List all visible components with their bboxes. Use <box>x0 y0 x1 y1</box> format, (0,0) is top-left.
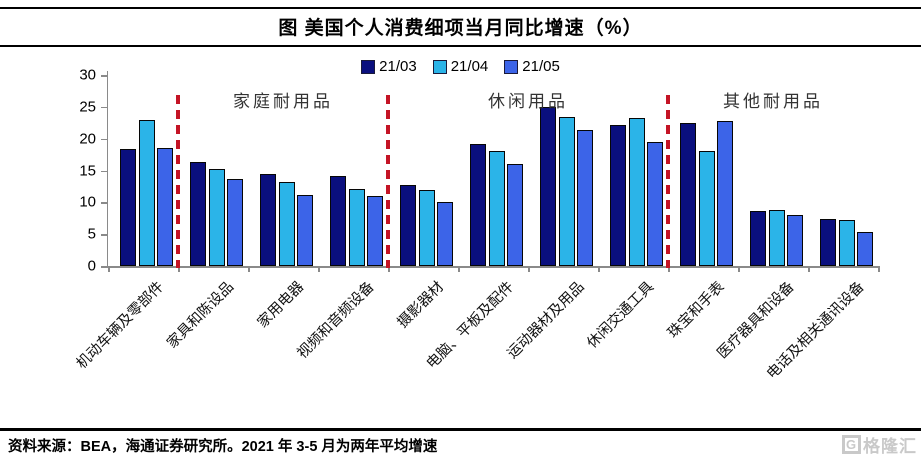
x-tick <box>668 266 670 272</box>
bar <box>400 184 416 266</box>
bar <box>750 211 766 266</box>
bar <box>437 202 453 266</box>
x-tick <box>108 266 110 272</box>
title-divider-rule <box>0 45 921 47</box>
bar <box>577 129 593 266</box>
bar <box>610 125 626 266</box>
y-tick <box>101 170 108 172</box>
bar <box>558 117 575 266</box>
bar <box>138 119 155 266</box>
x-tick <box>248 266 250 272</box>
category-label: 珠宝和手表 <box>664 278 728 342</box>
y-tick-label: 15 <box>79 162 96 179</box>
bar <box>857 231 873 266</box>
legend-label: 21/03 <box>379 58 417 75</box>
bar <box>698 150 715 266</box>
section-label: 家庭耐用品 <box>233 92 333 111</box>
y-tick <box>101 138 108 141</box>
bar <box>418 190 435 266</box>
bar <box>297 194 313 266</box>
x-tick <box>178 266 180 272</box>
bar <box>367 195 383 266</box>
bar <box>227 179 243 266</box>
y-axis-line <box>106 71 108 266</box>
x-axis-line <box>102 266 878 268</box>
footer-rule <box>0 428 921 431</box>
bar <box>768 209 785 266</box>
bar <box>208 168 225 266</box>
y-tick-label: 20 <box>79 130 96 148</box>
bar <box>120 148 136 266</box>
category-label: 机动车辆及零部件 <box>73 278 168 373</box>
bar <box>330 176 346 266</box>
source-note: 资料来源：BEA，海通证券研究所。2021 年 3-5 月为两年平均增速 <box>8 439 438 455</box>
section-separator-line <box>176 95 180 268</box>
section-label: 休闲用品 <box>488 92 568 111</box>
chart-title: 图 美国个人消费细项当月同比增速（%） <box>278 18 643 39</box>
bar <box>470 144 486 266</box>
category-label: 家具和陈设品 <box>164 278 238 352</box>
legend-item: 21/05 <box>504 58 560 75</box>
bar <box>348 188 365 266</box>
bar <box>838 219 855 266</box>
section-separator-line <box>386 95 390 268</box>
bar <box>507 164 523 266</box>
x-tick <box>528 266 530 272</box>
category-label: 摄影器材 <box>394 278 448 332</box>
bar <box>628 117 645 266</box>
legend-swatch-icon <box>432 59 447 74</box>
y-tick-label: 5 <box>87 225 96 243</box>
x-tick <box>458 266 460 272</box>
bar <box>717 121 733 266</box>
category-label: 家用电器 <box>254 278 308 332</box>
y-tick <box>101 266 108 268</box>
x-tick <box>808 266 810 272</box>
bar <box>540 107 556 266</box>
category-label: 休闲交通工具 <box>584 278 658 352</box>
bar <box>680 122 696 266</box>
bar <box>260 173 276 266</box>
watermark-logo-icon: G <box>842 435 861 454</box>
bar <box>157 147 173 266</box>
bar <box>190 161 206 266</box>
legend-swatch-icon <box>361 59 376 74</box>
legend-swatch-icon <box>504 59 519 74</box>
y-tick <box>101 202 108 204</box>
bar <box>787 215 803 266</box>
y-tick-label: 30 <box>79 66 96 84</box>
bar <box>488 151 505 266</box>
bar <box>278 181 295 266</box>
x-tick <box>388 266 390 272</box>
bar <box>647 141 663 266</box>
gelonghui-watermark: G 格隆汇 <box>842 432 917 457</box>
legend-label: 21/04 <box>450 58 489 75</box>
x-tick <box>878 266 880 272</box>
legend-label: 21/05 <box>522 58 560 75</box>
legend-item: 21/04 <box>432 58 489 75</box>
y-tick-label: 0 <box>87 257 96 275</box>
bar <box>820 218 836 266</box>
y-tick <box>101 106 108 109</box>
y-tick-label: 10 <box>79 193 96 211</box>
y-tick <box>101 75 108 77</box>
watermark-label: 格隆汇 <box>863 437 917 456</box>
section-label: 其他耐用品 <box>723 92 823 111</box>
top-rule <box>0 7 921 9</box>
y-tick <box>101 234 108 236</box>
x-tick <box>598 266 600 272</box>
legend-item: 21/03 <box>361 58 417 75</box>
section-separator-line <box>666 95 670 268</box>
chart-legend: 21/03 21/04 21/05 <box>0 58 921 75</box>
x-tick <box>738 266 740 272</box>
y-tick-label: 25 <box>79 98 96 116</box>
x-tick <box>318 266 320 272</box>
